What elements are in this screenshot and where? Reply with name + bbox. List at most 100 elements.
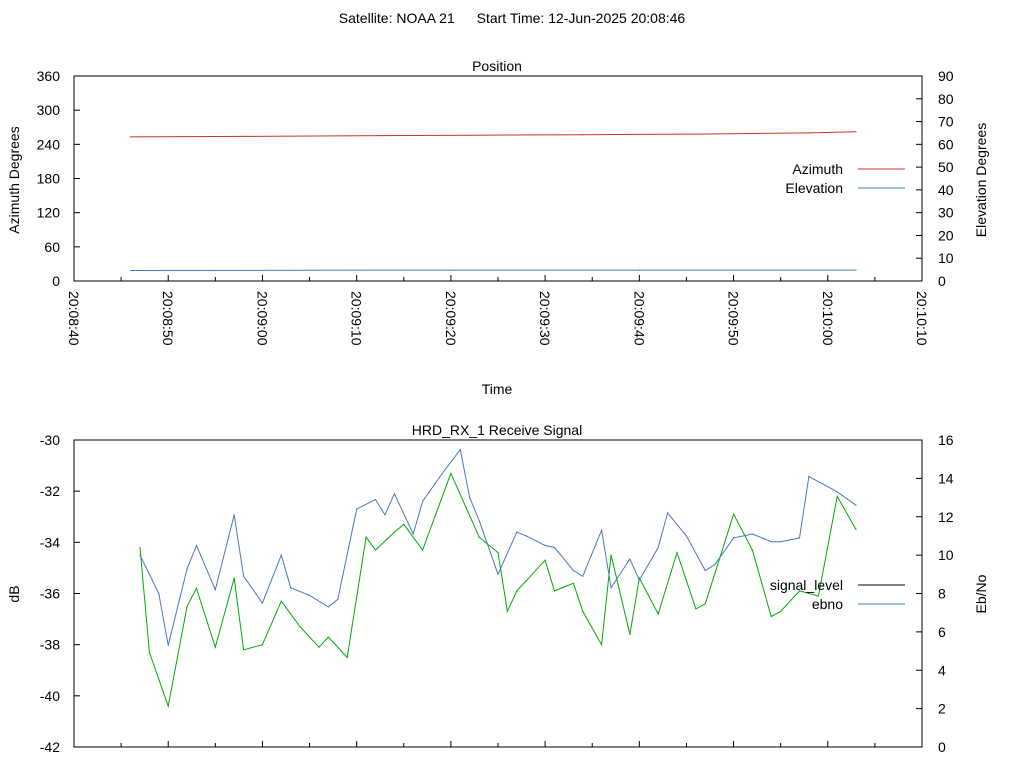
x-tick-label: 20:09:30	[537, 291, 553, 346]
data-point	[667, 512, 669, 514]
data-point	[657, 613, 659, 615]
y2-tick-label: 80	[938, 91, 954, 107]
data-point	[214, 646, 216, 648]
data-point	[733, 513, 735, 515]
position-chart-title: Position	[472, 58, 522, 74]
data-point	[572, 569, 575, 572]
report-header: Satellite: NOAA 21 Start Time: 12-Jun-20…	[339, 10, 686, 26]
data-point	[610, 587, 612, 589]
data-point	[544, 544, 546, 547]
data-point	[243, 135, 245, 137]
data-point	[129, 136, 132, 138]
data-point	[337, 598, 339, 600]
data-point	[384, 514, 386, 516]
y-tick-label: 360	[37, 68, 61, 84]
data-point	[629, 558, 631, 560]
data-point	[516, 590, 518, 592]
data-point	[403, 523, 405, 526]
y-tick-label: 300	[37, 102, 61, 118]
position-y2-ticks: 0 10 20 30 40 50 60 70 80 90	[916, 68, 954, 289]
position-chart: Position Time Azimuth Degrees Elevation …	[6, 58, 989, 397]
signal-y-ticks: -42 -40 -38 -36 -34 -32 -30	[40, 432, 80, 755]
data-point	[186, 568, 188, 570]
y-tick-label: 120	[37, 205, 61, 221]
y-tick-label: -42	[40, 739, 60, 755]
start-time: Start Time: 12-Jun-2025 20:08:46	[477, 10, 686, 26]
series-line	[130, 131, 857, 138]
data-point	[299, 626, 301, 628]
satellite-name: Satellite: NOAA 21	[339, 10, 455, 26]
position-series	[129, 131, 857, 272]
y2-tick-label: 8	[938, 586, 946, 602]
data-point	[582, 575, 584, 577]
data-point	[553, 590, 556, 592]
data-point	[855, 528, 857, 531]
series-ebno	[139, 448, 857, 646]
y2-tick-label: 50	[938, 159, 954, 175]
data-point	[243, 649, 245, 651]
data-point	[751, 533, 754, 535]
y2-tick-label: 14	[938, 470, 954, 486]
y-tick-label: -36	[40, 586, 60, 602]
data-point	[365, 536, 367, 538]
legend-label: Elevation	[785, 180, 843, 196]
position-y-axis-label: Azimuth Degrees	[6, 126, 22, 233]
y2-tick-label: 4	[938, 662, 946, 678]
data-point	[601, 529, 603, 531]
data-point	[393, 493, 395, 495]
data-point	[516, 531, 518, 533]
signal-chart-title: HRD_RX_1 Receive Signal	[412, 422, 582, 438]
data-point	[139, 546, 141, 549]
signal-y2-axis-label: Eb/No	[973, 574, 989, 613]
position-y-ticks: 0 60 120 180 240 300 360	[37, 68, 80, 289]
data-point	[393, 531, 395, 533]
data-point	[261, 602, 263, 604]
data-point	[129, 269, 132, 272]
data-point	[676, 552, 678, 554]
data-point	[525, 580, 527, 582]
data-point	[770, 615, 772, 618]
data-point	[695, 608, 697, 610]
data-point	[374, 498, 377, 501]
data-point	[497, 552, 499, 554]
data-point	[469, 497, 471, 499]
data-point	[478, 520, 480, 522]
data-point	[356, 508, 358, 510]
y2-tick-label: 10	[938, 547, 954, 563]
data-point	[195, 544, 198, 547]
y2-tick-label: 2	[938, 701, 946, 717]
y2-tick-label: 60	[938, 136, 954, 152]
series-line	[139, 448, 857, 646]
data-point	[836, 491, 838, 493]
data-point	[450, 472, 452, 474]
signal-chart: HRD_RX_1 Receive Signal dB Eb/No -42-40-…	[6, 422, 989, 755]
data-point	[582, 134, 584, 136]
y-tick-label: -30	[40, 432, 60, 448]
position-legend: Azimuth Elevation	[785, 161, 905, 196]
x-tick-label: 20:09:50	[726, 291, 742, 346]
data-point	[657, 546, 659, 549]
data-point	[290, 269, 292, 271]
position-x-ticks: 20:08:40 20:08:50 20:09:00 20:09:10 20:09:20…	[66, 275, 930, 346]
data-point	[798, 590, 801, 592]
data-point	[450, 269, 452, 271]
data-point	[553, 546, 556, 549]
data-point	[280, 554, 282, 556]
series-azimuth	[129, 131, 857, 138]
data-point	[601, 644, 603, 646]
data-point	[836, 495, 838, 497]
data-point	[808, 475, 810, 478]
y2-tick-label: 12	[938, 509, 954, 525]
data-point	[309, 594, 311, 597]
data-point	[158, 592, 160, 595]
position-y2-axis-label: Elevation Degrees	[973, 123, 989, 237]
data-point	[148, 651, 150, 653]
y2-tick-label: 20	[938, 227, 954, 243]
data-point	[582, 610, 584, 613]
data-point	[770, 541, 772, 543]
data-point	[233, 577, 235, 579]
data-point	[733, 537, 735, 539]
data-point	[506, 610, 508, 613]
